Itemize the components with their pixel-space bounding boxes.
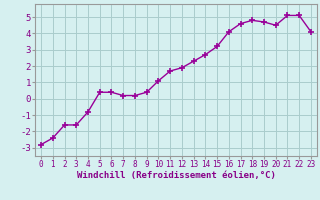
X-axis label: Windchill (Refroidissement éolien,°C): Windchill (Refroidissement éolien,°C)	[76, 171, 276, 180]
